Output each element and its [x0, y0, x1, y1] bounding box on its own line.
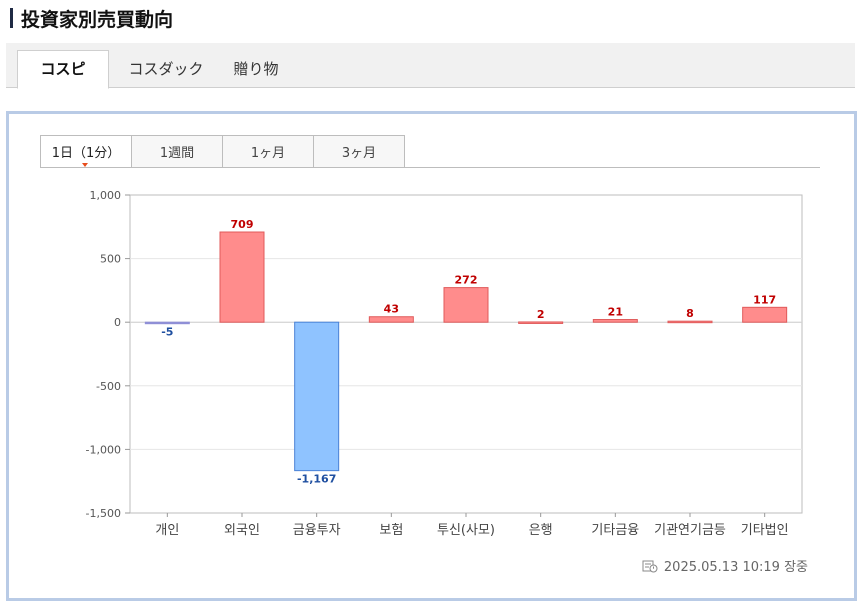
tab-3month[interactable]: 3ヶ月 [313, 135, 405, 167]
x-tick-label: 투신(사모) [437, 523, 495, 538]
x-tick-label: 기관연기금등 [654, 523, 726, 538]
y-tick-label: -500 [96, 380, 121, 393]
bar [219, 231, 265, 323]
tab-gift[interactable]: 贈り物 [233, 60, 279, 78]
data-label: 2 [537, 308, 545, 321]
timestamp-text: 2025.05.13 10:19 장중 [663, 560, 808, 575]
chart-panel: 1日（1分） 1週間 1ヶ月 3ヶ月 1,000 500 0 -500 -1,000 -1… [6, 111, 857, 601]
bar [294, 321, 340, 472]
bar [144, 321, 190, 325]
bar [443, 287, 489, 323]
tab-1week[interactable]: 1週間 [131, 135, 223, 167]
page-title: 投資家別売買動向 [21, 8, 174, 31]
page-title-block: 投資家別売買動向 [10, 5, 173, 31]
y-tick-label: -1,500 [86, 507, 121, 520]
bar [592, 319, 638, 323]
y-tick-label: 0 [114, 316, 121, 329]
data-label: 117 [753, 293, 776, 306]
y-tick-label: -1,000 [86, 443, 121, 456]
x-tick-label: 금융투자 [293, 523, 341, 538]
data-label: -1,167 [297, 473, 336, 486]
x-tick-label: 보험 [379, 523, 403, 538]
title-accent-bar [10, 8, 13, 28]
y-tick-label: 1,000 [90, 189, 122, 202]
tab-1day[interactable]: 1日（1分） [40, 135, 132, 167]
x-tick-label: 개인 [155, 523, 179, 538]
data-label: 272 [455, 274, 478, 287]
active-tab-marker [82, 163, 88, 167]
tab-kospi[interactable]: コスピ [17, 50, 109, 89]
data-label: 43 [384, 303, 399, 316]
data-label: 21 [608, 306, 623, 319]
data-label: 709 [231, 218, 254, 231]
x-tick-label: 외국인 [224, 523, 260, 538]
bar [368, 316, 414, 323]
x-tick-label: 은행 [529, 522, 553, 538]
x-tick-label: 기타금융 [591, 523, 639, 538]
bar [667, 320, 713, 324]
market-tab-bar: コスピ コスダック 贈り物 [6, 43, 855, 89]
period-tab-underline [40, 167, 820, 168]
clock-icon [642, 560, 658, 572]
data-label: -5 [161, 326, 173, 339]
tab-1month[interactable]: 1ヶ月 [222, 135, 314, 167]
bar [518, 321, 564, 324]
x-tick-label: 기타법인 [741, 523, 789, 538]
y-tick-label: 500 [100, 253, 121, 266]
bar [742, 306, 788, 323]
investor-bar-chart: 1,000 500 0 -500 -1,000 -1,500 -5 개인 709 외국인 -1,16… [86, 189, 803, 538]
data-label: 8 [686, 307, 694, 320]
timestamp-block: 2025.05.13 10:19 장중 [642, 556, 808, 575]
tab-kosdaq[interactable]: コスダック [128, 60, 204, 78]
